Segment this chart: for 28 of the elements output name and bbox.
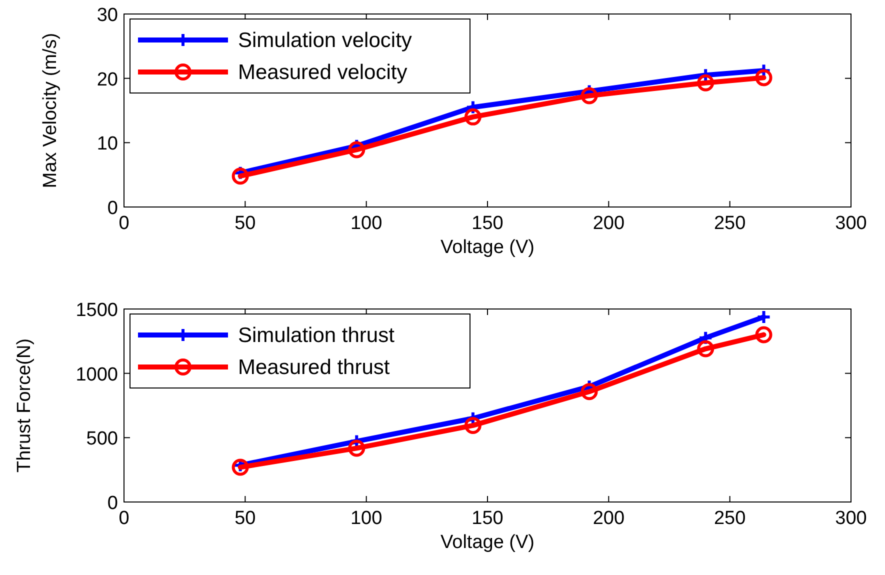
x-tick-label: 200 — [592, 213, 625, 234]
x-tick-label: 100 — [350, 508, 382, 529]
y-tick-label: 10 — [96, 134, 118, 155]
x-tick-label: 150 — [472, 213, 504, 234]
x-tick-label: 250 — [714, 213, 746, 234]
y-tick-label: 20 — [96, 69, 118, 90]
legend-label: Simulation thrust — [238, 324, 395, 347]
x-tick-label: 300 — [835, 508, 867, 529]
x-tick-label: 150 — [472, 508, 504, 529]
x-axis-title: Voltage (V) — [440, 237, 534, 258]
y-tick-label: 1000 — [76, 364, 118, 386]
legend-label: Measured thrust — [238, 356, 390, 379]
y-tick-label: 500 — [86, 428, 118, 450]
x-tick-label: 50 — [234, 213, 256, 234]
legend-label: Simulation velocity — [238, 29, 412, 52]
y-axis-title: Thrust Force(N) — [14, 338, 35, 473]
y-axis-title: Max Velocity (m/s) — [40, 32, 61, 188]
y-tick-label: 1500 — [76, 300, 118, 321]
x-tick-label: 300 — [835, 213, 867, 234]
x-axis-title: Voltage (V) — [440, 532, 534, 553]
y-tick-label: 0 — [107, 198, 118, 219]
x-tick-label: 50 — [234, 508, 256, 529]
y-tick-label: 0 — [107, 493, 118, 514]
y-tick-label: 30 — [96, 5, 118, 26]
x-tick-label: 200 — [592, 508, 625, 529]
legend-label: Measured velocity — [238, 61, 408, 84]
x-tick-label: 250 — [714, 508, 746, 529]
x-tick-label: 100 — [350, 213, 382, 234]
